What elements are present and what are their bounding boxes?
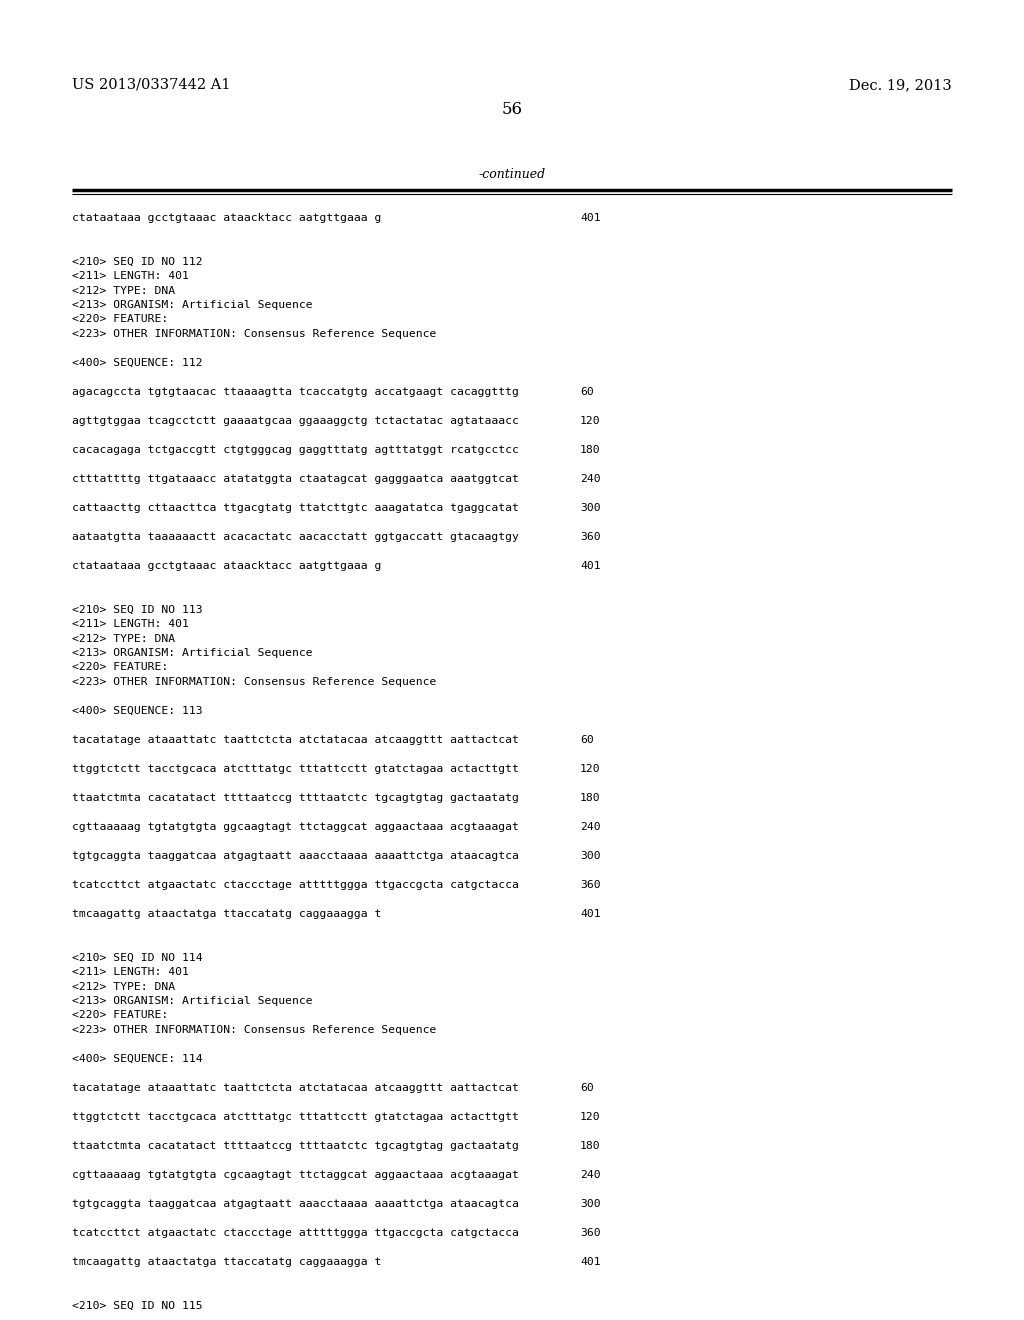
Text: tacatatage ataaattatc taattctcta atctatacaa atcaaggttt aattactcat: tacatatage ataaattatc taattctcta atctata… bbox=[72, 1082, 519, 1093]
Text: <211> LENGTH: 401: <211> LENGTH: 401 bbox=[72, 271, 188, 281]
Text: <220> FEATURE:: <220> FEATURE: bbox=[72, 663, 168, 672]
Text: <211> LENGTH: 401: <211> LENGTH: 401 bbox=[72, 619, 188, 630]
Text: 60: 60 bbox=[580, 1082, 594, 1093]
Text: <400> SEQUENCE: 114: <400> SEQUENCE: 114 bbox=[72, 1053, 203, 1064]
Text: tcatccttct atgaactatc ctaccctage atttttggga ttgaccgcta catgctacca: tcatccttct atgaactatc ctaccctage atttttg… bbox=[72, 880, 519, 890]
Text: <212> TYPE: DNA: <212> TYPE: DNA bbox=[72, 634, 175, 644]
Text: 180: 180 bbox=[580, 1140, 601, 1151]
Text: 401: 401 bbox=[580, 909, 601, 919]
Text: ttaatctmta cacatatact ttttaatccg ttttaatctc tgcagtgtag gactaatatg: ttaatctmta cacatatact ttttaatccg ttttaat… bbox=[72, 793, 519, 803]
Text: tcatccttct atgaactatc ctaccctage atttttggga ttgaccgcta catgctacca: tcatccttct atgaactatc ctaccctage atttttg… bbox=[72, 1228, 519, 1238]
Text: 300: 300 bbox=[580, 503, 601, 513]
Text: 120: 120 bbox=[580, 1111, 601, 1122]
Text: 240: 240 bbox=[580, 822, 601, 832]
Text: <220> FEATURE:: <220> FEATURE: bbox=[72, 1011, 168, 1020]
Text: <223> OTHER INFORMATION: Consensus Reference Sequence: <223> OTHER INFORMATION: Consensus Refer… bbox=[72, 1026, 436, 1035]
Text: <210> SEQ ID NO 115: <210> SEQ ID NO 115 bbox=[72, 1300, 203, 1311]
Text: ctataataaa gcctgtaaac ataacktacc aatgttgaaa g: ctataataaa gcctgtaaac ataacktacc aatgttg… bbox=[72, 561, 381, 572]
Text: <212> TYPE: DNA: <212> TYPE: DNA bbox=[72, 285, 175, 296]
Text: <211> LENGTH: 401: <211> LENGTH: 401 bbox=[72, 968, 188, 977]
Text: agttgtggaa tcagcctctt gaaaatgcaa ggaaaggctg tctactatac agtataaacc: agttgtggaa tcagcctctt gaaaatgcaa ggaaagg… bbox=[72, 416, 519, 426]
Text: agacagccta tgtgtaacac ttaaaagtta tcaccatgtg accatgaagt cacaggtttg: agacagccta tgtgtaacac ttaaaagtta tcaccat… bbox=[72, 387, 519, 397]
Text: <213> ORGANISM: Artificial Sequence: <213> ORGANISM: Artificial Sequence bbox=[72, 997, 312, 1006]
Text: 300: 300 bbox=[580, 851, 601, 861]
Text: 240: 240 bbox=[580, 1170, 601, 1180]
Text: tgtgcaggta taaggatcaa atgagtaatt aaacctaaaa aaaattctga ataacagtca: tgtgcaggta taaggatcaa atgagtaatt aaaccta… bbox=[72, 1199, 519, 1209]
Text: 300: 300 bbox=[580, 1199, 601, 1209]
Text: US 2013/0337442 A1: US 2013/0337442 A1 bbox=[72, 78, 230, 92]
Text: <213> ORGANISM: Artificial Sequence: <213> ORGANISM: Artificial Sequence bbox=[72, 648, 312, 657]
Text: <210> SEQ ID NO 112: <210> SEQ ID NO 112 bbox=[72, 256, 203, 267]
Text: <400> SEQUENCE: 113: <400> SEQUENCE: 113 bbox=[72, 706, 203, 715]
Text: ctataataaa gcctgtaaac ataacktacc aatgttgaaa g: ctataataaa gcctgtaaac ataacktacc aatgttg… bbox=[72, 213, 381, 223]
Text: 56: 56 bbox=[502, 102, 522, 119]
Text: cacacagaga tctgaccgtt ctgtgggcag gaggtttatg agtttatggt rcatgcctcc: cacacagaga tctgaccgtt ctgtgggcag gaggttt… bbox=[72, 445, 519, 455]
Text: <213> ORGANISM: Artificial Sequence: <213> ORGANISM: Artificial Sequence bbox=[72, 300, 312, 310]
Text: <210> SEQ ID NO 114: <210> SEQ ID NO 114 bbox=[72, 953, 203, 962]
Text: 60: 60 bbox=[580, 735, 594, 744]
Text: -continued: -continued bbox=[478, 169, 546, 181]
Text: cgttaaaaag tgtatgtgta cgcaagtagt ttctaggcat aggaactaaa acgtaaagat: cgttaaaaag tgtatgtgta cgcaagtagt ttctagg… bbox=[72, 1170, 519, 1180]
Text: Dec. 19, 2013: Dec. 19, 2013 bbox=[849, 78, 952, 92]
Text: tgtgcaggta taaggatcaa atgagtaatt aaacctaaaa aaaattctga ataacagtca: tgtgcaggta taaggatcaa atgagtaatt aaaccta… bbox=[72, 851, 519, 861]
Text: tmcaagattg ataactatga ttaccatatg caggaaagga t: tmcaagattg ataactatga ttaccatatg caggaaa… bbox=[72, 1257, 381, 1267]
Text: aataatgtta taaaaaactt acacactatc aacacctatt ggtgaccatt gtacaagtgy: aataatgtta taaaaaactt acacactatc aacacct… bbox=[72, 532, 519, 543]
Text: <212> TYPE: DNA: <212> TYPE: DNA bbox=[72, 982, 175, 991]
Text: 120: 120 bbox=[580, 764, 601, 774]
Text: ttggtctctt tacctgcaca atctttatgc tttattcctt gtatctagaa actacttgtt: ttggtctctt tacctgcaca atctttatgc tttattc… bbox=[72, 764, 519, 774]
Text: 401: 401 bbox=[580, 1257, 601, 1267]
Text: 360: 360 bbox=[580, 880, 601, 890]
Text: 120: 120 bbox=[580, 416, 601, 426]
Text: 180: 180 bbox=[580, 793, 601, 803]
Text: <220> FEATURE:: <220> FEATURE: bbox=[72, 314, 168, 325]
Text: cattaacttg cttaacttca ttgacgtatg ttatcttgtc aaagatatca tgaggcatat: cattaacttg cttaacttca ttgacgtatg ttatctt… bbox=[72, 503, 519, 513]
Text: 401: 401 bbox=[580, 561, 601, 572]
Text: <223> OTHER INFORMATION: Consensus Reference Sequence: <223> OTHER INFORMATION: Consensus Refer… bbox=[72, 677, 436, 686]
Text: <223> OTHER INFORMATION: Consensus Reference Sequence: <223> OTHER INFORMATION: Consensus Refer… bbox=[72, 329, 436, 339]
Text: 401: 401 bbox=[580, 213, 601, 223]
Text: tacatatage ataaattatc taattctcta atctatacaa atcaaggttt aattactcat: tacatatage ataaattatc taattctcta atctata… bbox=[72, 735, 519, 744]
Text: 360: 360 bbox=[580, 1228, 601, 1238]
Text: 180: 180 bbox=[580, 445, 601, 455]
Text: ttggtctctt tacctgcaca atctttatgc tttattcctt gtatctagaa actacttgtt: ttggtctctt tacctgcaca atctttatgc tttattc… bbox=[72, 1111, 519, 1122]
Text: ttaatctmta cacatatact ttttaatccg ttttaatctc tgcagtgtag gactaatatg: ttaatctmta cacatatact ttttaatccg ttttaat… bbox=[72, 1140, 519, 1151]
Text: tmcaagattg ataactatga ttaccatatg caggaaagga t: tmcaagattg ataactatga ttaccatatg caggaaa… bbox=[72, 909, 381, 919]
Text: ctttattttg ttgataaacc atatatggta ctaatagcat gagggaatca aaatggtcat: ctttattttg ttgataaacc atatatggta ctaatag… bbox=[72, 474, 519, 484]
Text: <210> SEQ ID NO 113: <210> SEQ ID NO 113 bbox=[72, 605, 203, 615]
Text: cgttaaaaag tgtatgtgta ggcaagtagt ttctaggcat aggaactaaa acgtaaagat: cgttaaaaag tgtatgtgta ggcaagtagt ttctagg… bbox=[72, 822, 519, 832]
Text: <400> SEQUENCE: 112: <400> SEQUENCE: 112 bbox=[72, 358, 203, 368]
Text: 360: 360 bbox=[580, 532, 601, 543]
Text: 240: 240 bbox=[580, 474, 601, 484]
Text: 60: 60 bbox=[580, 387, 594, 397]
